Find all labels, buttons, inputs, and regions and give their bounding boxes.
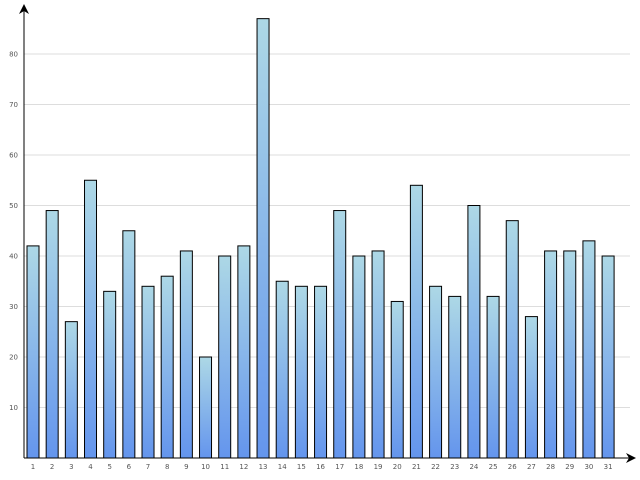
bar (486, 295, 500, 459)
x-tick-label: 23 (450, 463, 459, 471)
x-tick-label: 7 (146, 463, 150, 471)
x-tick-label: 29 (565, 463, 574, 471)
x-tick-label: 8 (165, 463, 169, 471)
x-tick-label: 25 (489, 463, 498, 471)
bar (409, 184, 423, 459)
bar (294, 285, 308, 459)
bar (122, 230, 136, 459)
x-tick-label: 4 (88, 463, 93, 471)
x-tick-label: 17 (335, 463, 344, 471)
x-tick-label: 30 (584, 463, 593, 471)
x-tick-label: 24 (469, 463, 478, 471)
y-tick-label: 50 (9, 202, 18, 210)
bar (601, 255, 615, 459)
bar (26, 245, 40, 459)
bar (141, 285, 155, 459)
bars (26, 18, 615, 459)
bar (524, 316, 538, 459)
x-tick-label: 14 (278, 463, 287, 471)
y-tick-label: 10 (9, 404, 18, 412)
x-tick-labels: 1 2 3 4 5 6 7 8 9 10 11 12 13 14 15 16 17 18 19 20 21 22 23 24 2… (31, 463, 613, 471)
x-tick-label: 31 (604, 463, 613, 471)
bar (314, 285, 328, 459)
bar (429, 285, 443, 459)
bar (544, 250, 558, 459)
x-tick-label: 2 (50, 463, 54, 471)
x-tick-label: 18 (354, 463, 363, 471)
x-axis-arrow-icon (626, 453, 636, 463)
x-tick-label: 22 (431, 463, 440, 471)
bar (84, 179, 98, 459)
x-tick-label: 3 (69, 463, 73, 471)
bar (582, 240, 596, 459)
bar (563, 250, 577, 459)
x-tick-label: 16 (316, 463, 325, 471)
x-tick-label: 27 (527, 463, 536, 471)
x-tick-label: 6 (127, 463, 132, 471)
y-tick-label: 70 (9, 101, 18, 109)
x-tick-label: 11 (220, 463, 229, 471)
x-tick-label: 10 (201, 463, 210, 471)
y-tick-label: 30 (9, 303, 18, 311)
y-tick-label: 80 (9, 51, 18, 59)
x-tick-label: 21 (412, 463, 421, 471)
y-tick-label: 20 (9, 354, 18, 362)
x-tick-label: 13 (259, 463, 268, 471)
bar (237, 245, 251, 459)
bar (390, 300, 404, 459)
bar (179, 250, 193, 459)
y-axis-arrow-icon (19, 4, 29, 14)
x-tick-label: 1 (31, 463, 35, 471)
bar (448, 295, 462, 459)
x-tick-label: 9 (184, 463, 188, 471)
y-tick-labels: 10 20 30 40 50 60 70 80 (9, 51, 18, 413)
x-tick-label: 20 (393, 463, 402, 471)
bar (505, 220, 519, 459)
bar (467, 205, 481, 459)
x-tick-label: 19 (374, 463, 383, 471)
bar (275, 280, 289, 459)
bar (199, 356, 213, 459)
bar (103, 290, 117, 459)
x-tick-label: 28 (546, 463, 555, 471)
bar (45, 210, 59, 459)
bar (371, 250, 385, 459)
bar (64, 321, 78, 459)
bar (160, 275, 174, 459)
x-tick-label: 26 (508, 463, 517, 471)
x-tick-label: 15 (297, 463, 306, 471)
y-tick-label: 60 (9, 152, 18, 160)
bar (218, 255, 232, 459)
x-tick-label: 12 (239, 463, 248, 471)
axes (19, 4, 636, 463)
bar (352, 255, 366, 459)
bar (256, 18, 270, 459)
x-tick-label: 5 (107, 463, 111, 471)
y-tick-label: 40 (9, 253, 18, 261)
bar (333, 210, 347, 459)
